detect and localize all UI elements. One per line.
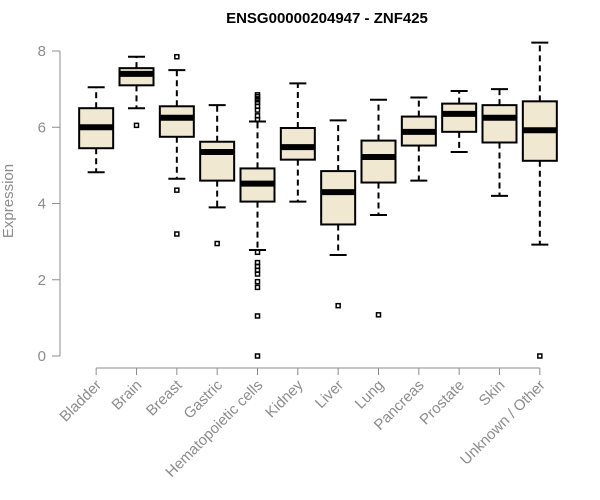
box <box>279 127 316 161</box>
box-group <box>441 90 478 154</box>
box-group <box>78 86 115 174</box>
x-tick-label: Prostate <box>416 377 468 429</box>
box-group <box>199 104 236 247</box>
outlier-point <box>537 353 543 359</box>
outlier-point <box>133 122 140 129</box>
box <box>441 102 478 133</box>
box-group <box>118 55 155 129</box>
boxplot-series <box>78 41 558 359</box>
outlier-point <box>254 271 261 277</box>
outlier-point <box>254 249 261 256</box>
box-group <box>279 82 316 203</box>
x-tick-label: Brain <box>109 377 146 414</box>
y-axis: 0 2 4 6 8 <box>38 43 61 365</box>
outlier-point <box>254 278 261 285</box>
box-group <box>158 53 195 237</box>
outlier-point <box>214 240 220 247</box>
outlier-point <box>174 187 180 193</box>
y-axis-title: Expression <box>0 164 17 238</box>
x-tick-label: Bladder <box>56 377 105 426</box>
y-tick-label: 8 <box>38 43 46 60</box>
outlier-point <box>254 353 261 359</box>
box <box>320 170 357 226</box>
box <box>199 140 236 182</box>
x-tick-label: Skin <box>476 377 509 410</box>
chart-title: ENSG00000204947 - ZNF425 <box>226 10 428 27</box>
box-group <box>360 98 397 318</box>
x-tick-label: Kidney <box>262 376 307 421</box>
y-tick-label: 6 <box>38 119 46 136</box>
box-group <box>521 41 558 359</box>
box-group <box>320 119 357 309</box>
outlier-point <box>254 92 261 98</box>
box <box>481 104 518 144</box>
outlier-point <box>174 53 180 60</box>
outlier-point <box>335 302 341 309</box>
box-group <box>400 96 437 182</box>
box-group <box>239 92 276 359</box>
box <box>360 139 397 184</box>
box-group <box>481 88 518 197</box>
outlier-point <box>254 284 261 291</box>
box <box>158 105 195 138</box>
outlier-point <box>254 313 261 319</box>
x-tick-label: Breast <box>143 376 186 419</box>
outlier-point <box>254 97 261 103</box>
y-tick-label: 2 <box>38 272 46 289</box>
outlier-point <box>174 231 180 237</box>
outlier-point <box>254 113 261 119</box>
y-tick-label: 4 <box>38 196 46 213</box>
x-tick-label: Lung <box>352 377 388 413</box>
x-tick-label: Liver <box>312 377 347 412</box>
outlier-point <box>375 312 382 318</box>
y-tick-label: 0 <box>38 348 46 365</box>
